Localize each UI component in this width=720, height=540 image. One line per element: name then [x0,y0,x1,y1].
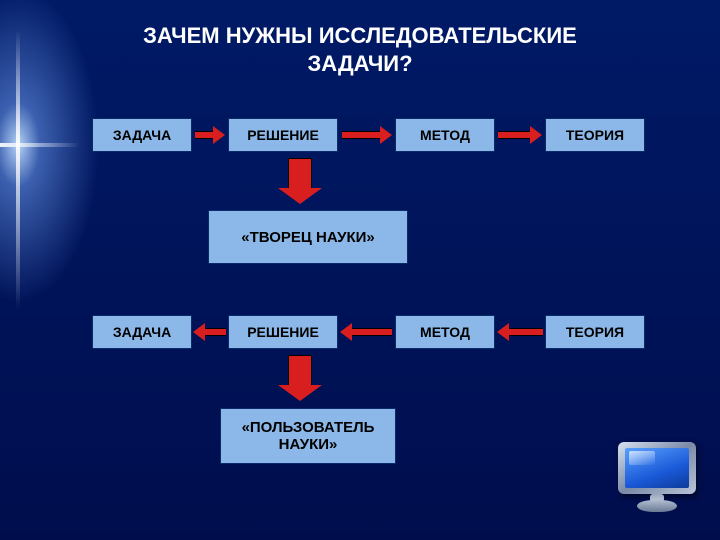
row2-box-metod: МЕТОД [395,315,495,349]
big-box-polzovatel: «ПОЛЬЗОВАТЕЛЬ НАУКИ» [220,408,396,464]
row2-arrow-1 [193,325,226,339]
lens-flare-horizontal [0,143,80,147]
row1-arrow-3 [498,128,542,142]
row1-box-zadacha: ЗАДАЧА [92,118,192,152]
monitor-icon[interactable] [618,442,696,514]
down-arrow-2 [278,355,322,401]
row1-box-metod: МЕТОД [395,118,495,152]
row1-arrow-1 [195,128,225,142]
row2-box-reshenie: РЕШЕНИЕ [228,315,338,349]
slide-title: ЗАЧЕМ НУЖНЫ ИССЛЕДОВАТЕЛЬСКИЕ ЗАДАЧИ? [0,22,720,77]
row1-box-teoriya: ТЕОРИЯ [545,118,645,152]
row1-arrow-2 [342,128,392,142]
big-box-tvorets: «ТВОРЕЦ НАУКИ» [208,210,408,264]
row2-box-teoriya: ТЕОРИЯ [545,315,645,349]
row1-box-reshenie: РЕШЕНИЕ [228,118,338,152]
title-line-1: ЗАЧЕМ НУЖНЫ ИССЛЕДОВАТЕЛЬСКИЕ [143,23,577,48]
down-arrow-1 [278,158,322,204]
row2-arrow-3 [497,325,543,339]
title-line-2: ЗАДАЧИ? [307,51,412,76]
row2-arrow-2 [340,325,392,339]
row2-box-zadacha: ЗАДАЧА [92,315,192,349]
